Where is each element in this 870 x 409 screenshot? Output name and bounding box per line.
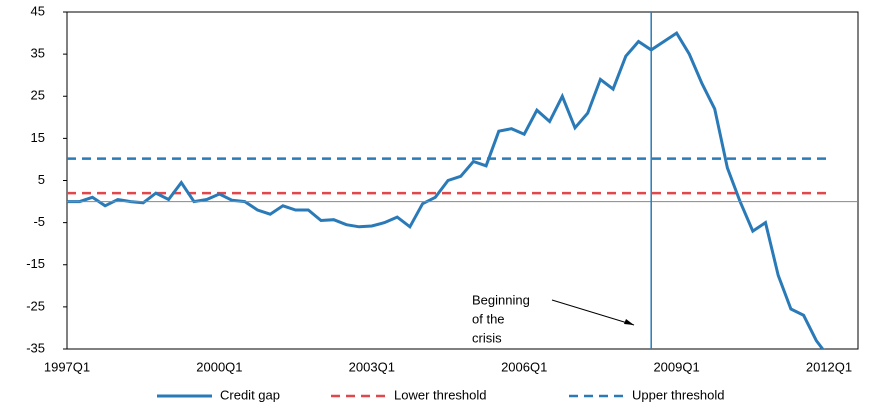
y-tick-label: -15 (26, 256, 45, 271)
y-tick-label: -35 (26, 340, 45, 355)
annotation-arrow (551, 299, 635, 326)
y-tick-label: 35 (31, 46, 45, 61)
legend-label: Upper threshold (632, 387, 725, 402)
y-tick-label: -5 (33, 214, 45, 229)
y-tick-label: 15 (31, 130, 45, 145)
x-tick-label: 2006Q1 (501, 359, 547, 374)
plot-area (67, 30, 829, 349)
legend-label: Credit gap (220, 387, 280, 402)
annotation: crisis (472, 330, 502, 345)
annotation: Beginning (472, 292, 530, 307)
y-tick-label: -25 (26, 298, 45, 313)
annotation-arrowhead (624, 319, 634, 325)
x-tick-label: 2009Q1 (653, 359, 699, 374)
y-tick-label: 45 (31, 3, 45, 18)
x-tick-label: 2000Q1 (196, 359, 242, 374)
legend-label: Lower threshold (394, 387, 487, 402)
series-line (67, 30, 825, 349)
x-tick-label: 2012Q1 (806, 359, 852, 374)
x-tick-label: 1997Q1 (44, 359, 90, 374)
y-tick-label: 25 (31, 88, 45, 103)
annotation: of the (472, 311, 505, 326)
x-tick-label: 2003Q1 (349, 359, 395, 374)
y-tick-label: 5 (38, 172, 45, 187)
plot-frame (66, 11, 859, 350)
